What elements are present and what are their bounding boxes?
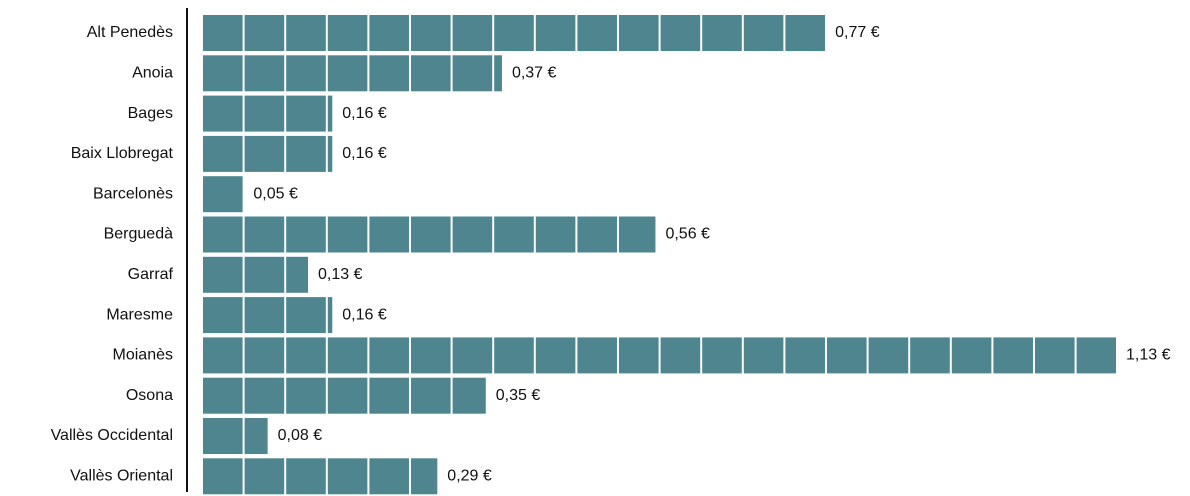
value-label: 0,35 €	[496, 387, 541, 404]
bar	[203, 337, 1116, 374]
value-label: 0,08 €	[278, 427, 323, 444]
value-label: 0,77 €	[835, 24, 880, 41]
bar	[203, 95, 333, 132]
value-label: 0,16 €	[342, 105, 387, 122]
category-label: Vallès Occidental	[51, 427, 173, 444]
category-label: Maresme	[106, 306, 173, 323]
value-label: 1,13 €	[1126, 347, 1171, 364]
category-label: Baix Llobregat	[71, 145, 174, 162]
bar	[203, 55, 502, 92]
category-label: Alt Penedès	[87, 24, 173, 41]
bar	[203, 458, 438, 495]
value-label: 0,29 €	[447, 468, 492, 485]
bar	[203, 15, 826, 51]
value-label: 0,13 €	[318, 266, 363, 283]
bar	[203, 135, 333, 172]
value-label: 0,16 €	[342, 306, 387, 323]
category-label: Anoia	[132, 65, 173, 82]
bar	[203, 377, 486, 414]
bar	[203, 176, 244, 213]
category-label: Moianès	[113, 347, 173, 364]
bar	[203, 418, 268, 454]
value-label: 0,16 €	[342, 145, 387, 162]
category-label: Osona	[126, 387, 173, 404]
category-label: Garraf	[128, 266, 174, 283]
category-label: Berguedà	[104, 226, 173, 243]
bar	[203, 256, 309, 293]
category-label: Barcelonès	[93, 185, 173, 202]
category-label: Bages	[128, 105, 173, 122]
category-label: Vallès Oriental	[70, 468, 173, 485]
value-label: 0,37 €	[512, 65, 557, 82]
bar	[203, 297, 333, 334]
value-label: 0,56 €	[665, 226, 710, 243]
bar	[203, 216, 656, 253]
value-label: 0,05 €	[253, 185, 298, 202]
